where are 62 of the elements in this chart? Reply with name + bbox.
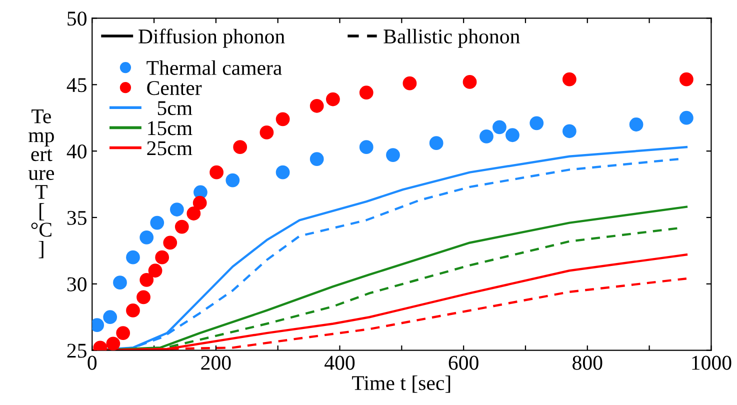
- point: [562, 72, 576, 86]
- legend-label: Ballistic phonon: [384, 28, 520, 48]
- point: [480, 130, 494, 144]
- point: [310, 98, 324, 113]
- x-tick-label: 400: [324, 356, 355, 370]
- point: [148, 264, 162, 278]
- point: [492, 120, 506, 134]
- legend-label: Thermal camera: [146, 60, 282, 76]
- point: [359, 86, 374, 100]
- point: [629, 118, 644, 132]
- point: [276, 112, 290, 126]
- point: [140, 230, 154, 244]
- y-tick-label: 45: [66, 78, 86, 92]
- point: [429, 136, 444, 150]
- y-tick-label: 40: [66, 144, 86, 158]
- point: [126, 304, 140, 318]
- legend-label: 15cm: [148, 121, 192, 136]
- y-tick-label: 25: [67, 344, 86, 358]
- point: [163, 236, 178, 250]
- point: [155, 250, 170, 264]
- point: [310, 152, 324, 166]
- point: [116, 326, 130, 340]
- point: [530, 116, 544, 130]
- point: [562, 124, 576, 138]
- point: [679, 72, 694, 86]
- point: [192, 196, 207, 210]
- x-axis-title: Time t [sec]: [352, 375, 450, 393]
- y-tick-label: 30: [67, 277, 86, 292]
- y-tick-label: 50: [68, 12, 86, 26]
- point: [210, 165, 224, 180]
- point: [402, 76, 417, 90]
- point: [326, 92, 340, 106]
- point: [106, 336, 120, 350]
- point: [103, 310, 118, 324]
- point: [186, 206, 201, 220]
- point: [260, 126, 274, 140]
- point: [233, 140, 248, 154]
- x-tick-label: 200: [201, 356, 231, 370]
- x-tick-label: 800: [572, 356, 602, 370]
- point: [276, 165, 290, 180]
- point: [150, 216, 164, 230]
- point: [140, 272, 154, 287]
- x-tick-label: 600: [448, 356, 478, 370]
- legend-label: 5cm: [158, 101, 192, 116]
- legend-label: 25cm: [147, 141, 192, 156]
- point: [174, 220, 189, 234]
- y-axis-title: Te mp ert ure T [ °C ]: [28, 110, 54, 258]
- point: [113, 276, 127, 290]
- legend-label: Diffusion phonon: [138, 28, 285, 48]
- point: [679, 110, 694, 125]
- point: [386, 148, 400, 162]
- point: [506, 128, 520, 142]
- point: [170, 202, 184, 216]
- legend-label: Center: [147, 81, 202, 96]
- point: [226, 173, 240, 188]
- point: [359, 140, 374, 154]
- point: [462, 75, 477, 89]
- point: [126, 250, 140, 264]
- x-tick-label: 0: [88, 356, 97, 370]
- point: [136, 290, 150, 304]
- y-tick-label: 35: [67, 210, 86, 225]
- x-tick-label: 1000: [692, 356, 732, 370]
